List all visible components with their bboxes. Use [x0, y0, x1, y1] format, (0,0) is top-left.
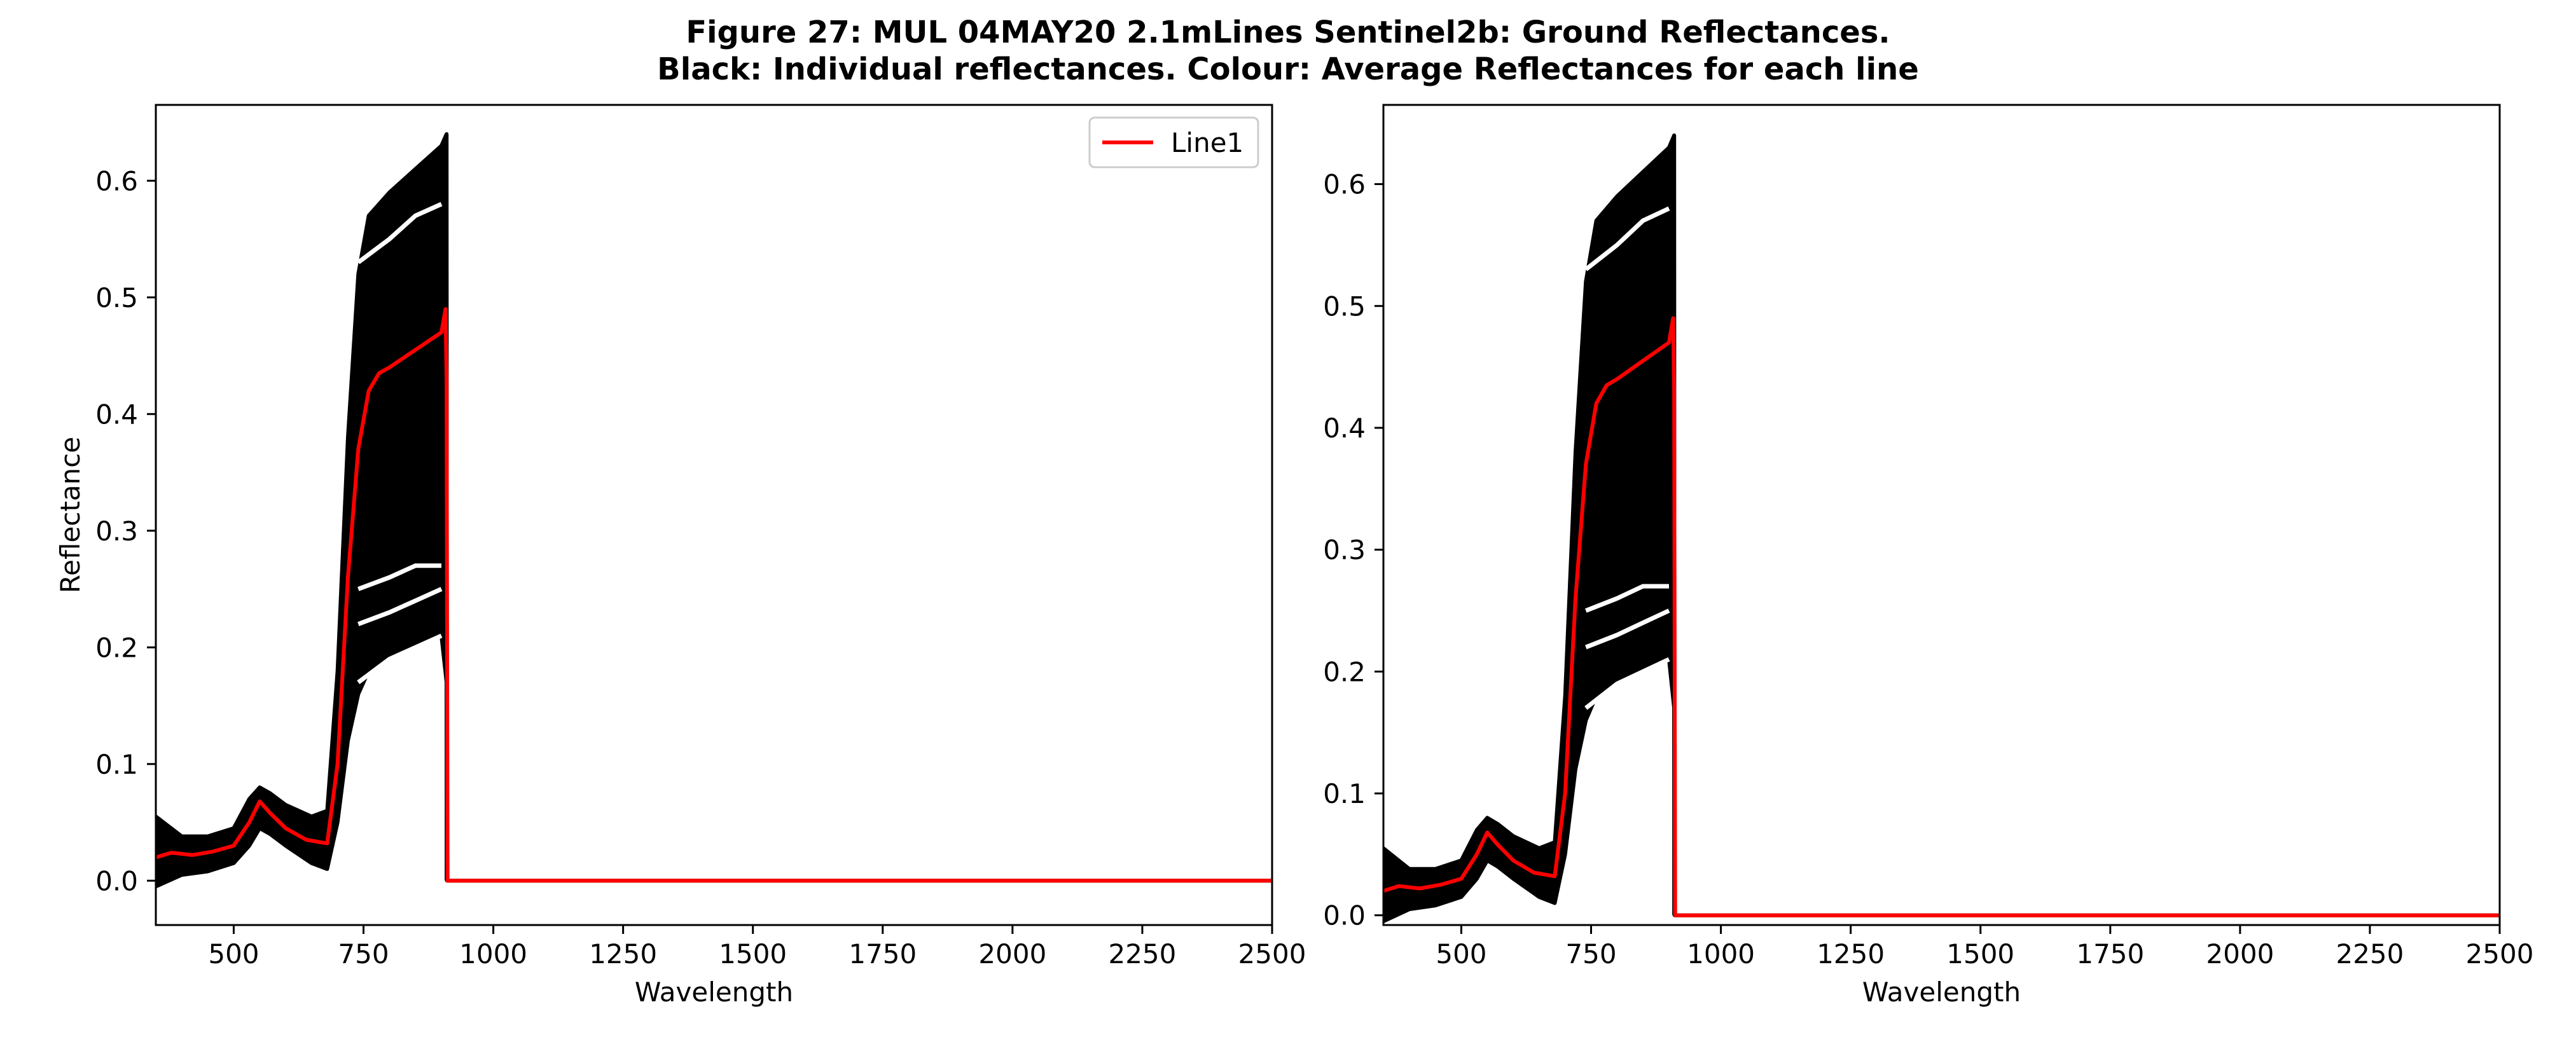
- plot-area: [156, 132, 1272, 889]
- figure-title-line2: Black: Individual reflectances. Colour: …: [657, 51, 1919, 87]
- y-axis-label: Reflectance: [55, 437, 86, 593]
- plot-area: [1383, 133, 2500, 924]
- series-line-line1: [156, 307, 1272, 883]
- x-tick-label: 500: [1436, 938, 1486, 970]
- x-axis-label: Wavelength: [635, 977, 793, 1008]
- y-tick-label: 0.1: [95, 749, 138, 780]
- left-chart-panel: 500 750 1000 1250 1500 1750 2000 2250 2500 0.0 0.1…: [55, 104, 1306, 1008]
- y-tick-label: 0.3: [1323, 535, 1366, 566]
- x-tick-label: 2500: [1238, 938, 1306, 970]
- x-tick-label: 500: [208, 938, 259, 970]
- right-chart-panel: 500 750 1000 1250 1500 1750 2000 2250 2500 0.0 0.1…: [1323, 104, 2534, 1008]
- legend-label: Line1: [1171, 127, 1243, 158]
- x-tick-label: 1750: [2076, 938, 2144, 970]
- x-tick-label: 2250: [2336, 938, 2404, 970]
- individual-reflectance-band: [156, 132, 1272, 889]
- x-tick-label: 1000: [459, 938, 527, 970]
- individual-reflectance-band: [1383, 133, 2500, 924]
- y-tick-label: 0.6: [95, 165, 138, 196]
- legend: Line1: [1088, 116, 1259, 168]
- y-tick-label: 0.0: [95, 865, 138, 896]
- y-tick-label: 0.2: [95, 632, 138, 663]
- band-gap-upper-inner: [1584, 206, 1670, 271]
- figure-title: Figure 27: MUL 04MAY20 2.1mLines Sentine…: [0, 14, 2576, 88]
- x-tick-label: 1250: [1817, 938, 1885, 970]
- band-gap-low-3: [357, 633, 443, 685]
- band-gap-low-1: [357, 563, 441, 591]
- figure-title-line1: Figure 27: MUL 04MAY20 2.1mLines Sentine…: [686, 15, 1890, 50]
- y-tick-label: 0.4: [1323, 413, 1366, 444]
- y-tick-label: 0.0: [1323, 900, 1366, 931]
- band-gap-low-2: [357, 587, 443, 626]
- x-tick-label: 1750: [848, 938, 917, 970]
- x-tick-label: 2000: [978, 938, 1046, 970]
- axes-frame: [155, 104, 1273, 926]
- x-tick-label: 1500: [1946, 938, 2014, 970]
- band-gap-low-3: [1584, 657, 1670, 710]
- x-tick-label: 750: [1565, 938, 1616, 970]
- y-tick-label: 0.6: [1323, 169, 1366, 200]
- x-tick-label: 750: [338, 938, 389, 970]
- y-tick-label: 0.2: [1323, 656, 1366, 687]
- series-line-line1: [1383, 316, 2500, 917]
- legend-box: [1088, 116, 1259, 168]
- y-tick-label: 0.5: [95, 282, 138, 313]
- axes-frame: [1382, 104, 2501, 926]
- y-tick-label: 0.4: [95, 399, 138, 430]
- x-tick-label: 1500: [719, 938, 787, 970]
- band-gap-low-1: [1585, 584, 1669, 613]
- x-tick-label: 2000: [2206, 938, 2274, 970]
- band-gap-low-2: [1585, 608, 1670, 650]
- x-tick-label: 1250: [589, 938, 657, 970]
- y-tick-label: 0.5: [1323, 291, 1366, 322]
- x-tick-label: 1000: [1687, 938, 1755, 970]
- band-gap-upper-inner: [357, 202, 443, 264]
- y-tick-label: 0.1: [1323, 778, 1366, 809]
- y-tick-label: 0.3: [95, 516, 138, 547]
- x-axis-label: Wavelength: [1862, 977, 2021, 1008]
- x-tick-label: 2500: [2466, 938, 2534, 970]
- x-tick-label: 2250: [1108, 938, 1176, 970]
